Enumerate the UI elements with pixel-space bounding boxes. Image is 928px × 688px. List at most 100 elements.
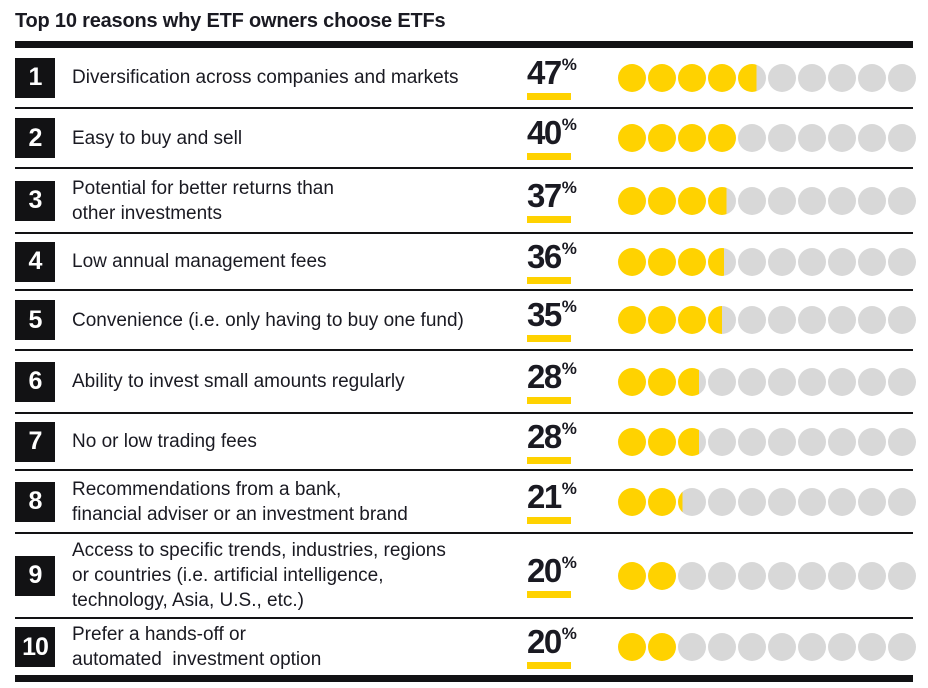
gauge-dot-full: [648, 306, 676, 334]
percent-value: 47%: [527, 55, 577, 100]
rank-badge: 5: [15, 300, 55, 340]
gauge-dot-empty: [828, 124, 856, 152]
gauge-dot-empty: [678, 561, 706, 590]
gauge-dot-empty: [708, 367, 736, 396]
gauge-dot-empty: [798, 186, 826, 215]
gauge-dot-full: [618, 487, 646, 516]
gauge-dot-empty: [888, 63, 916, 92]
reason-label: Low annual management fees: [72, 251, 327, 272]
gauge-dot-full: [648, 427, 676, 456]
rank-badge: 6: [15, 361, 55, 402]
percent-value: 20%: [527, 551, 577, 598]
percent-number: 40: [527, 114, 562, 151]
gauge-dot-empty: [828, 306, 856, 334]
percent-sign: %: [561, 297, 577, 316]
percent-underline-accent: [527, 92, 571, 100]
percent-value: 21%: [527, 478, 577, 524]
reason-label: Recommendations from a bank, financial a…: [72, 478, 408, 525]
gauge-dot-empty: [708, 487, 736, 516]
dot-gauge: [618, 367, 916, 396]
gauge-dot-empty: [888, 487, 916, 516]
gauge-dot-empty: [798, 63, 826, 92]
top-rule: [15, 41, 913, 48]
reason-row: 8 Recommendations from a bank, financial…: [15, 471, 916, 534]
gauge-dot-empty: [828, 561, 856, 590]
gauge-dot-empty: [738, 427, 766, 456]
percent-sign: %: [561, 552, 577, 572]
gauge-dot-empty: [828, 487, 856, 516]
rank-badge: 1: [15, 57, 55, 98]
reason-row: 10 Prefer a hands-off or automated inves…: [15, 619, 916, 675]
reason-label: No or low trading fees: [72, 431, 257, 452]
gauge-dot-empty: [888, 186, 916, 215]
gauge-dot-empty: [738, 247, 766, 276]
gauge-dot-empty: [828, 186, 856, 215]
rank-badge: 10: [15, 627, 55, 667]
gauge-dot-full: [708, 63, 736, 92]
percent-value: 37%: [527, 178, 577, 223]
bottom-rule: [15, 675, 913, 682]
gauge-dot-empty: [888, 427, 916, 456]
gauge-dot-full: [648, 124, 676, 152]
percent-sign: %: [561, 358, 577, 378]
gauge-dot-empty: [858, 63, 886, 92]
gauge-dot-empty: [858, 247, 886, 276]
gauge-dot-empty: [888, 367, 916, 396]
percent-number: 28: [527, 357, 562, 395]
percent-value: 28%: [527, 357, 577, 404]
gauge-dot-full: [648, 63, 676, 92]
gauge-dot-empty: [708, 561, 736, 590]
gauge-dot-empty: [708, 427, 736, 456]
gauge-dot-empty: [768, 561, 796, 590]
gauge-dot-full: [708, 124, 736, 152]
gauge-dot-empty: [768, 487, 796, 516]
reason-row: 2 Easy to buy and sell 40%: [15, 109, 916, 169]
gauge-dot-full: [678, 306, 706, 334]
gauge-dot-partial: [678, 487, 706, 516]
reason-row: 1 Diversification across companies and m…: [15, 48, 916, 109]
gauge-dot-empty: [798, 427, 826, 456]
percent-sign: %: [561, 115, 577, 134]
percent-value: 35%: [527, 297, 577, 342]
gauge-dot-empty: [708, 633, 736, 661]
gauge-dot-empty: [738, 124, 766, 152]
gauge-dot-empty: [858, 124, 886, 152]
gauge-dot-empty: [858, 306, 886, 334]
rank-badge: 7: [15, 421, 55, 462]
gauge-dot-full: [618, 124, 646, 152]
gauge-dot-full: [618, 367, 646, 396]
reason-row: 7 No or low trading fees 28%: [15, 414, 916, 471]
gauge-dot-partial: [678, 427, 706, 456]
rank-badge: 2: [15, 118, 55, 158]
percent-sign: %: [561, 238, 577, 258]
reason-row: 9 Access to specific trends, industries,…: [15, 534, 916, 619]
rank-badge: 4: [15, 241, 55, 282]
reason-label: Diversification across companies and mar…: [72, 67, 459, 88]
gauge-dot-full: [648, 367, 676, 396]
gauge-dot-empty: [738, 487, 766, 516]
gauge-dot-empty: [768, 633, 796, 661]
percent-number: 20: [527, 551, 562, 589]
gauge-dot-empty: [798, 633, 826, 661]
percent-value: 36%: [527, 237, 577, 284]
gauge-dot-empty: [888, 561, 916, 590]
percent-number: 36: [527, 237, 562, 275]
percent-value: 20%: [527, 623, 577, 669]
percent-number: 20: [527, 623, 562, 660]
dot-gauge: [618, 306, 916, 334]
percent-sign: %: [561, 478, 577, 498]
gauge-dot-empty: [738, 367, 766, 396]
gauge-dot-empty: [798, 247, 826, 276]
gauge-dot-empty: [798, 124, 826, 152]
reason-label: Access to specific trends, industries, r…: [72, 540, 446, 611]
gauge-dot-full: [618, 306, 646, 334]
gauge-dot-full: [648, 186, 676, 215]
percent-sign: %: [561, 624, 577, 643]
gauge-dot-empty: [858, 633, 886, 661]
reason-row: 6 Ability to invest small amounts regula…: [15, 351, 916, 414]
dot-gauge: [618, 63, 916, 92]
dot-gauge: [618, 561, 916, 590]
gauge-dot-partial: [738, 63, 766, 92]
reason-label: Ability to invest small amounts regularl…: [72, 371, 405, 392]
